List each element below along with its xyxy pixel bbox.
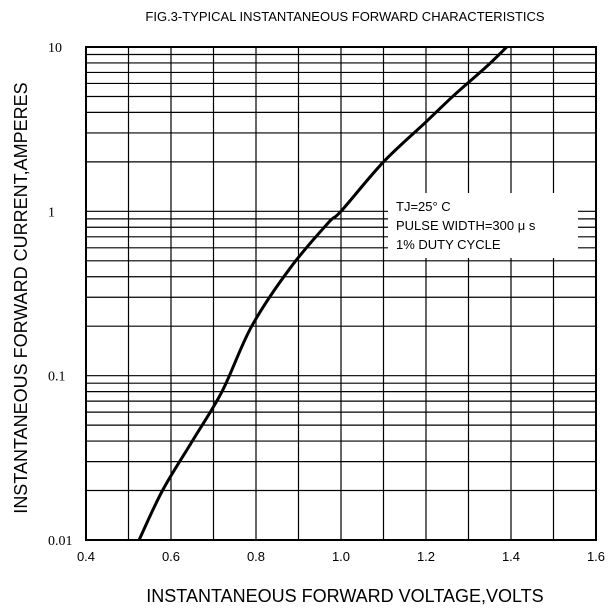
y-tick-label: 1 bbox=[48, 205, 55, 220]
x-tick-labels: 0.4 0.6 0.8 1.0 1.2 1.4 1.6 bbox=[77, 549, 605, 564]
x-tick-label: 1.4 bbox=[502, 549, 520, 564]
annotation-temperature: TJ=25° C bbox=[396, 199, 451, 214]
plot-frame bbox=[85, 46, 597, 541]
annotation-box bbox=[388, 193, 578, 258]
x-axis-title: INSTANTANEOUS FORWARD VOLTAGE,VOLTS bbox=[146, 586, 543, 606]
x-tick-label: 1.2 bbox=[417, 549, 435, 564]
annotation-duty-cycle: 1% DUTY CYCLE bbox=[396, 237, 501, 252]
y-tick-label: 10 bbox=[48, 41, 62, 56]
chart-title: FIG.3-TYPICAL INSTANTANEOUS FORWARD CHAR… bbox=[145, 9, 545, 24]
y-tick-labels: 0.01 0.1 1 10 bbox=[48, 41, 73, 549]
series-line bbox=[137, 45, 508, 541]
x-tick-label: 0.6 bbox=[162, 549, 180, 564]
grid bbox=[86, 47, 596, 540]
x-tick-label: 1.0 bbox=[332, 549, 350, 564]
x-tick-label: 0.8 bbox=[247, 549, 265, 564]
x-tick-label: 1.6 bbox=[587, 549, 605, 564]
x-tick-label: 0.4 bbox=[77, 549, 95, 564]
y-axis-title: INSTANTANEOUS FORWARD CURRENT,AMPERES bbox=[11, 82, 31, 513]
annotation-pulse-width: PULSE WIDTH=300 μ s bbox=[396, 218, 536, 233]
y-tick-label: 0.1 bbox=[48, 370, 66, 385]
y-tick-label: 0.01 bbox=[48, 534, 73, 549]
